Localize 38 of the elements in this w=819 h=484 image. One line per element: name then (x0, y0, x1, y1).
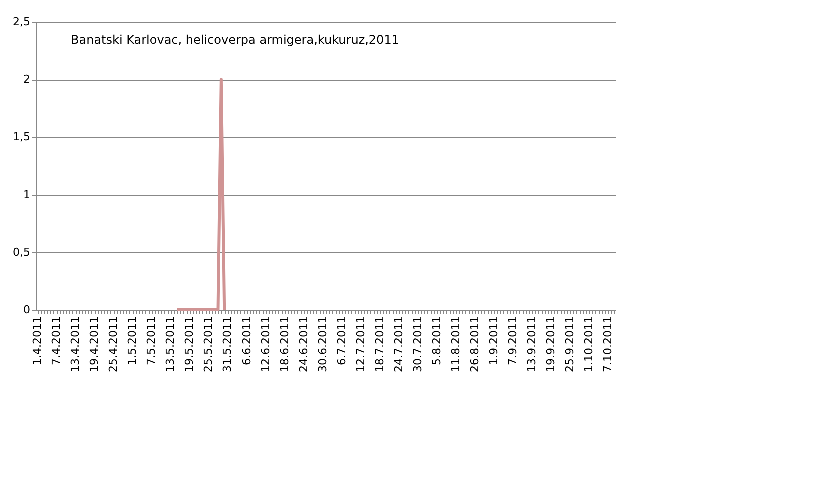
x-tick-label: 13.9.2011 (526, 316, 539, 372)
x-tick-label: 7.4.2011 (50, 316, 64, 366)
x-tick-label: 12.7.2011 (354, 316, 368, 372)
x-tick-label: 18.7.2011 (373, 316, 386, 372)
x-tick-label: 30.7.2011 (411, 316, 424, 372)
x-tick-label: 6.6.2011 (240, 316, 254, 366)
y-tick-label: 2,5 (13, 16, 30, 28)
x-tick-label: 31.5.2011 (221, 316, 234, 372)
x-tick-label: 11.8.2011 (449, 316, 462, 372)
x-tick-label: 12.6.2011 (259, 316, 272, 372)
y-tick-label: 1 (24, 188, 30, 202)
x-tick-label: 1.9.2011 (487, 316, 500, 366)
x-tick-label: 25.4.2011 (107, 316, 120, 372)
x-tick-label: 25.9.2011 (564, 316, 577, 372)
x-tick-label: 7.5.2011 (145, 316, 158, 366)
x-tick-label: 24.7.2011 (392, 316, 406, 372)
x-tick-label: 26.8.2011 (468, 316, 482, 372)
x-tick-label: 19.4.2011 (88, 316, 102, 372)
y-tick-label: 0 (24, 304, 30, 316)
x-tick-label: 7.10.2011 (602, 316, 615, 372)
x-tick-label: 1.5.2011 (126, 316, 140, 366)
x-tick-label: 7.9.2011 (506, 316, 520, 366)
x-tick-label: 6.7.2011 (335, 316, 348, 366)
x-tick-label: 18.6.2011 (278, 316, 292, 372)
y-tick-label: 1,5 (13, 130, 30, 144)
x-tick-label: 25.5.2011 (202, 316, 216, 372)
x-tick-label: 24.6.2011 (297, 316, 310, 372)
x-tick-label: 13.5.2011 (164, 316, 178, 372)
x-tick-label: 1.10.2011 (582, 316, 596, 372)
y-tick-label: 0,5 (13, 246, 30, 259)
x-tick-label: 5.8.2011 (430, 316, 444, 366)
x-tick-label: 19.5.2011 (183, 316, 196, 372)
text: Banatski Karlovac, helicoverpa armigera,kukuruz,2011 (71, 33, 400, 47)
x-tick-label: 13.4.2011 (69, 316, 82, 372)
x-tick-label: 1.4.2011 (31, 316, 44, 366)
x-tick-label: 19.9.2011 (544, 316, 558, 372)
x-tick-label: 30.6.2011 (316, 316, 330, 372)
y-tick-label: 2 (24, 73, 30, 86)
